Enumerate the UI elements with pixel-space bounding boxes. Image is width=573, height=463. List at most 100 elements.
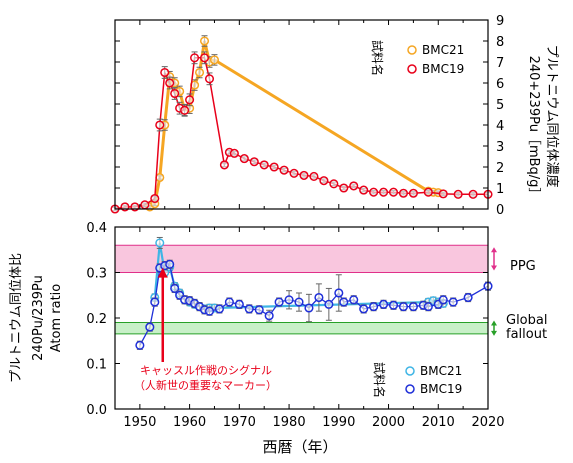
bottom-point-bmc19-1984 xyxy=(304,303,314,313)
global-fallout-label-line2: fallout xyxy=(506,327,547,342)
bottom-series-bmc19 xyxy=(135,259,493,350)
top-point-bmc19-1991 xyxy=(339,183,349,193)
top-y-tick-label-3: 3 xyxy=(496,140,504,155)
bottom-point-bmc19-1974 xyxy=(254,305,264,315)
bottom-point-bmc19-2016 xyxy=(463,292,473,303)
bottom-point-bmc19-1995 xyxy=(359,304,369,314)
bottom-legend-marker-bmc19 xyxy=(405,384,415,394)
top-point-bmc19-1985 xyxy=(309,171,319,181)
bottom-y-axis-label-ratio: 240Pu/239Pu xyxy=(31,275,46,361)
x-tick-label-2010: 2010 xyxy=(422,415,455,430)
castle-signal-arrow xyxy=(157,267,168,362)
ppg-range-arrow xyxy=(491,247,497,271)
bottom-y-tick-label-0.1: 0.1 xyxy=(86,358,107,373)
global-fallout-range-arrow xyxy=(491,320,497,336)
bottom-point-bmc19-2013 xyxy=(448,297,458,307)
top-point-bmc19-1975 xyxy=(259,160,269,170)
bottom-point-bmc19-1990 xyxy=(334,288,344,298)
top-point-bmc19-1997 xyxy=(369,187,379,197)
bottom-point-bmc19-1972 xyxy=(244,304,254,314)
x-axis-label: 西暦（年） xyxy=(262,438,337,456)
bottom-y-tick-label-0.2: 0.2 xyxy=(86,312,107,327)
top-legend-marker-bmc19 xyxy=(407,64,417,74)
bottom-point-bmc19-1953 xyxy=(150,297,160,307)
x-tick-label-1950: 1950 xyxy=(123,415,156,430)
bottom-point-bmc19-1976 xyxy=(264,311,274,321)
top-y-tick-label-6: 6 xyxy=(496,77,504,92)
bottom-point-bmc19-2011 xyxy=(438,295,448,305)
top-point-bmc19-1987 xyxy=(319,176,329,186)
top-panel-frame xyxy=(114,19,489,210)
bottom-point-bmc19-1970 xyxy=(234,299,244,309)
top-point-bmc19-1983 xyxy=(299,170,309,180)
top-point-bmc19-1961 xyxy=(190,53,200,63)
bottom-point-bmc19-2008 xyxy=(423,302,433,312)
bottom-point-bmc19-1964 xyxy=(204,306,215,316)
bottom-point-bmc19-1993 xyxy=(349,295,359,305)
top-point-bmc21-1963 xyxy=(199,36,210,46)
top-point-bmc19-2001 xyxy=(388,187,399,197)
bottom-point-bmc19-1978 xyxy=(274,297,284,307)
bottom-point-bmc19-2003 xyxy=(398,302,409,312)
x-tick-label-1970: 1970 xyxy=(223,415,256,430)
top-y-tick-label-8: 8 xyxy=(496,35,504,50)
bottom-y-tick-label-0.4: 0.4 xyxy=(86,221,107,236)
bottom-point-bmc19-1966 xyxy=(214,304,224,314)
axis-layer: 1950 1960 1970 1980 1990 2000 2010 2020 0 1 2 3 4 5 6 7… xyxy=(86,14,504,430)
top-point-bmc19-1993 xyxy=(349,181,359,191)
bottom-point-bmc21-1954 xyxy=(155,238,165,248)
top-point-bmc19-1981 xyxy=(289,168,299,178)
bottom-point-bmc19-1956 xyxy=(165,259,175,269)
ppg-label: PPG xyxy=(510,259,536,274)
top-point-bmc19-1953 xyxy=(150,193,160,204)
top-point-bmc21-1965 xyxy=(209,55,220,65)
top-legend-label-bmc21: BMC21 xyxy=(422,43,464,57)
bottom-point-bmc19-1999 xyxy=(379,299,389,309)
bottom-point-bmc19-1991 xyxy=(339,297,349,307)
top-y-tick-label-9: 9 xyxy=(496,14,504,29)
bottom-y-axis-label-jp: プルトニウム同位体比 xyxy=(9,253,24,383)
top-point-bmc19-1977 xyxy=(269,162,279,172)
top-point-bmc19-2005 xyxy=(408,188,418,198)
bottom-point-bmc19-2005 xyxy=(408,302,418,312)
x-tick-label-2020: 2020 xyxy=(471,415,504,430)
bottom-point-bmc19-1957 xyxy=(170,283,180,293)
bottom-legend-marker-bmc21 xyxy=(405,366,415,376)
global-fallout-label-line1: Global xyxy=(506,313,547,328)
x-tick-label-1960: 1960 xyxy=(173,415,206,430)
top-point-bmc19-2011 xyxy=(438,189,448,199)
top-point-bmc19-1951 xyxy=(140,200,150,210)
top-point-bmc19-2017 xyxy=(468,189,478,199)
series-layer xyxy=(110,35,493,350)
top-legend-label-bmc19: BMC19 xyxy=(422,62,464,76)
x-tick-label-2000: 2000 xyxy=(372,415,405,430)
top-point-bmc19-1999 xyxy=(379,187,389,197)
top-y-axis-label-unit: 240+239Pu［mBq/g］ xyxy=(526,56,541,201)
bottom-point-bmc19-1952 xyxy=(145,322,155,332)
top-point-bmc19-1973 xyxy=(249,157,259,167)
top-point-bmc19-1960 xyxy=(185,95,195,105)
top-point-bmc19-1957 xyxy=(170,88,180,99)
top-y-tick-label-4: 4 xyxy=(496,119,504,134)
top-point-bmc19-1956 xyxy=(165,78,175,88)
top-point-bmc19-1971 xyxy=(239,154,249,164)
gf-arrow-head-up xyxy=(491,320,497,326)
bottom-point-bmc19-1968 xyxy=(224,297,234,307)
top-point-bmc19-1963 xyxy=(199,53,210,63)
top-point-bmc19-1989 xyxy=(329,179,339,189)
ppg-arrow-head-up xyxy=(491,247,497,253)
bottom-point-bmc19-1950 xyxy=(135,340,145,350)
bottom-legend-title: 試料名 xyxy=(372,362,387,398)
top-point-bmc19-1954 xyxy=(155,120,165,130)
annotation-line2: （人新世の重要なマーカー） xyxy=(134,378,277,392)
annotation-line1: キャッスル作戦のシグナル xyxy=(140,363,272,377)
top-point-bmc19-2014 xyxy=(453,189,463,199)
top-point-bmc21-1962 xyxy=(194,67,205,78)
ppg-arrow-head-down xyxy=(491,265,497,271)
top-y-axis-label-jp: プルトニウム同位体濃度 xyxy=(544,44,560,187)
top-y-tick-label-1: 1 xyxy=(496,182,504,197)
top-series-bmc19 xyxy=(110,51,493,214)
bottom-point-bmc19-1980 xyxy=(284,295,294,305)
bottom-legend-label-bmc21: BMC21 xyxy=(420,364,462,378)
